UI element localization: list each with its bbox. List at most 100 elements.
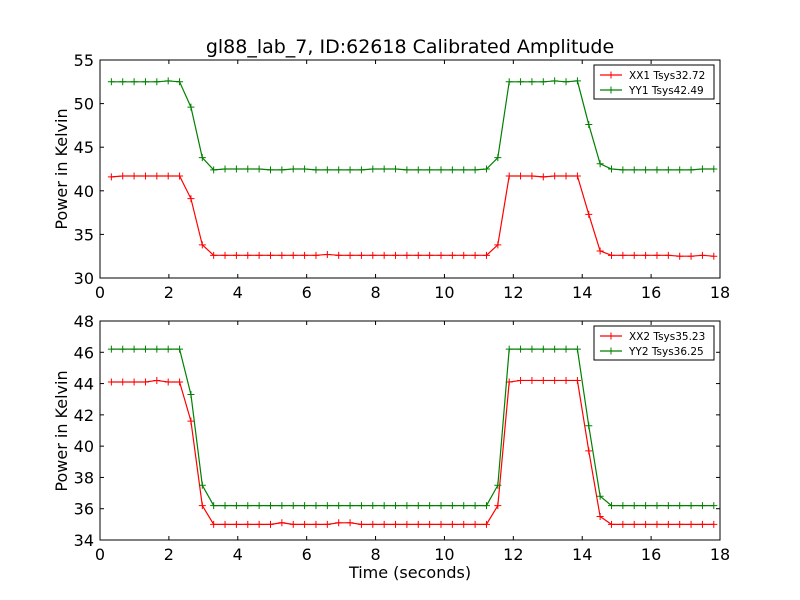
data-point	[267, 502, 274, 510]
data-point	[448, 520, 456, 528]
top-plot: 0 2 4 6 8 10 12 14 16 18 30 35 40 45 50 55 XX1 Tsys32.72…	[74, 51, 731, 302]
legend-label: YY1 Tsys42.49	[628, 85, 704, 97]
data-point	[471, 502, 479, 510]
data-point	[630, 520, 638, 528]
data-point	[676, 166, 684, 174]
data-point	[210, 502, 218, 510]
y-tick-label: 34	[74, 531, 94, 550]
data-point	[187, 417, 195, 425]
data-point	[414, 520, 422, 528]
data-point	[210, 251, 218, 259]
data-point	[585, 121, 593, 129]
data-point	[369, 251, 377, 259]
data-point	[153, 376, 161, 384]
data-point	[471, 166, 479, 174]
data-point	[562, 376, 570, 384]
data-point	[301, 251, 309, 259]
data-point	[267, 251, 274, 259]
data-point	[710, 252, 718, 260]
data-point	[596, 513, 604, 521]
data-point	[380, 251, 388, 259]
data-point	[630, 251, 638, 259]
data-point	[698, 165, 706, 173]
legend-marker	[607, 347, 615, 355]
data-point	[369, 520, 377, 528]
y-tick-label: 45	[74, 138, 94, 157]
data-point	[619, 520, 627, 528]
data-point	[289, 502, 297, 510]
data-point	[164, 77, 172, 85]
data-point	[596, 492, 604, 500]
y-tick-label: 38	[74, 468, 94, 487]
data-point	[119, 345, 127, 353]
data-point	[573, 376, 581, 384]
data-point	[289, 251, 297, 259]
data-point	[482, 502, 490, 510]
data-point	[619, 251, 627, 259]
data-point	[562, 172, 570, 180]
data-point	[573, 172, 581, 180]
data-point	[573, 77, 581, 85]
data-point	[687, 166, 695, 174]
data-point	[369, 502, 377, 510]
data-point	[357, 251, 365, 259]
data-point	[551, 345, 559, 353]
x-tick-label: 2	[164, 545, 174, 564]
data-point	[119, 78, 127, 86]
data-point	[505, 172, 513, 180]
data-point	[244, 165, 252, 173]
data-point	[437, 166, 445, 174]
data-point	[653, 251, 661, 259]
data-point	[346, 251, 354, 259]
data-point	[608, 520, 615, 528]
data-point	[698, 520, 706, 528]
y-tick-label: 40	[74, 437, 94, 456]
legend-box	[593, 64, 715, 100]
data-point	[176, 172, 184, 180]
x-tick-label: 8	[370, 545, 380, 564]
data-point	[164, 378, 172, 386]
data-point	[392, 520, 400, 528]
data-point	[471, 520, 479, 528]
data-point	[676, 520, 684, 528]
data-point	[301, 520, 309, 528]
data-point	[119, 172, 127, 180]
data-point	[551, 77, 559, 85]
data-point	[232, 165, 240, 173]
data-point	[380, 165, 388, 173]
data-point	[539, 173, 547, 181]
data-point	[335, 251, 343, 259]
data-point	[403, 251, 411, 259]
data-point	[278, 519, 286, 527]
data-point	[176, 345, 184, 353]
data-point	[460, 502, 468, 510]
data-point	[539, 376, 547, 384]
data-point	[232, 251, 240, 259]
data-point	[562, 78, 570, 86]
data-point	[141, 172, 149, 180]
data-point	[130, 172, 138, 180]
x-tick-label: 14	[572, 545, 592, 564]
data-point	[221, 251, 229, 259]
x-tick-label: 16	[641, 545, 661, 564]
data-point	[301, 165, 309, 173]
x-tick-label: 12	[503, 283, 523, 302]
data-point	[107, 378, 115, 386]
data-point	[380, 502, 388, 510]
legend-marker	[607, 71, 615, 79]
x-tick-label: 6	[302, 283, 312, 302]
axes-frame	[99, 59, 721, 279]
data-point	[357, 502, 365, 510]
data-point	[710, 502, 718, 510]
data-point	[221, 520, 229, 528]
x-tick-label: 14	[572, 283, 592, 302]
data-point	[585, 447, 593, 455]
data-point	[642, 520, 650, 528]
top-ylabel: Power in Kelvin	[52, 108, 71, 229]
data-point	[323, 166, 331, 174]
data-point	[187, 195, 195, 203]
data-point	[232, 520, 240, 528]
data-point	[414, 166, 422, 174]
